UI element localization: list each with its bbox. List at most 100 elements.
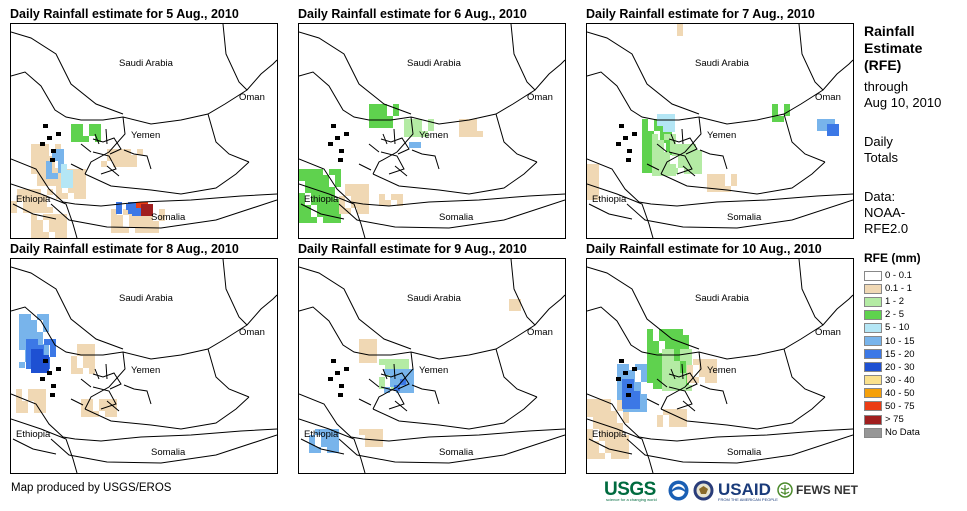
rainfall-cell [657, 415, 663, 421]
rainfall-cell [611, 411, 617, 417]
country-border [299, 266, 412, 350]
island-mark [623, 136, 628, 140]
rainfall-cell [617, 370, 623, 376]
rainfall-cell [711, 359, 717, 365]
rainfall-cell [29, 201, 35, 207]
rainfall-cell [668, 373, 674, 379]
rainfall-cell [678, 162, 684, 168]
rainfall-cell [111, 227, 117, 233]
country-label: Yemen [131, 130, 160, 141]
rainfall-cell [687, 371, 693, 377]
rainfall-cell [459, 125, 465, 131]
title-line: (RFE) [864, 57, 902, 73]
rainfall-cell [690, 156, 696, 162]
rainfall-cell [23, 195, 29, 201]
rainfall-cell [365, 351, 371, 357]
legend-swatch [864, 270, 882, 281]
rainfall-cell [652, 152, 658, 158]
legend-label: 2 - 5 [885, 309, 905, 321]
rainfall-cell [641, 394, 647, 400]
country-border [668, 372, 698, 390]
rainfall-cell [37, 338, 43, 344]
rainfall-cell [129, 215, 135, 221]
rainfall-cell [34, 401, 40, 407]
rainfall-cell [593, 182, 599, 188]
rainfall-cell [705, 359, 711, 365]
legend-item: No Data [864, 426, 920, 439]
usaid-logo: USAID [718, 480, 771, 499]
rainfall-cell [647, 353, 653, 359]
rainfall-cell [622, 403, 628, 409]
rainfall-cell [599, 399, 605, 405]
rainfall-cell [784, 110, 790, 116]
map-canvas: Saudi Arabia Oman Yemen Ethiopia Somalia [11, 24, 277, 238]
rainfall-cell [34, 407, 40, 413]
legend-label: 0.1 - 1 [885, 283, 912, 295]
rainfall-cell [363, 184, 369, 190]
island-mark [632, 367, 637, 371]
rainfall-cell [329, 193, 335, 199]
rainfall-cell [668, 379, 674, 385]
rainfall-cell [335, 181, 341, 187]
rainfall-cell [371, 429, 377, 435]
rainfall-cell [74, 169, 80, 175]
rainfall-cell [662, 367, 668, 373]
rainfall-cell [311, 175, 317, 181]
rainfall-cell [317, 175, 323, 181]
rainfall-cell [381, 104, 387, 110]
rainfall-cell [593, 188, 599, 194]
rainfall-cell [599, 435, 605, 441]
rainfall-cell [471, 119, 477, 125]
rainfall-cell [327, 435, 333, 441]
legend-title: RFE (mm) [864, 251, 921, 265]
rainfall-cell [587, 441, 593, 447]
rainfall-cell [305, 217, 311, 223]
data-source: NOAA- [864, 205, 906, 220]
country-label: Oman [527, 327, 553, 338]
rainfall-cell [74, 181, 80, 187]
rainfall-cell [335, 169, 341, 175]
rainfall-cell [37, 361, 43, 367]
rainfall-map: Saudi Arabia Oman Yemen Ethiopia Somalia [298, 23, 566, 239]
country-border [380, 151, 405, 175]
rainfall-cell [327, 429, 333, 435]
rainfall-cell [587, 405, 593, 411]
rainfall-cell [46, 167, 52, 173]
rainfall-cell [41, 195, 47, 201]
rainfall-cell [131, 155, 137, 161]
rainfall-cell [77, 344, 83, 350]
rainfall-cell [833, 124, 839, 130]
sidebar-daily: Daily Totals [864, 134, 898, 166]
rainfall-cell [681, 409, 687, 415]
rainfall-cell [351, 184, 357, 190]
country-border [84, 351, 126, 410]
rainfall-cell [49, 226, 55, 232]
rainfall-cell [81, 411, 87, 417]
rainfall-cell [43, 344, 49, 350]
rainfall-cell [111, 215, 117, 221]
rainfall-cell [617, 429, 623, 435]
rainfall-cell [465, 131, 471, 137]
country-label: Somalia [151, 447, 186, 458]
rainfall-cell [593, 447, 599, 453]
rainfall-cell [391, 359, 397, 365]
legend-item: 50 - 75 [864, 400, 920, 413]
country-label: Saudi Arabia [695, 58, 750, 69]
rainfall-cell [25, 320, 31, 326]
noaa-seal-icon [668, 480, 689, 501]
legend-item: 10 - 15 [864, 334, 920, 347]
rainfall-cell [731, 180, 737, 186]
country-border [372, 116, 414, 175]
rainfall-cell [675, 409, 681, 415]
rainfall-cell [375, 104, 381, 110]
rainfall-cell [37, 150, 43, 156]
rainfall-cell [25, 314, 31, 320]
rainfall-cell [147, 227, 153, 233]
rainfall-cell [345, 190, 351, 196]
rainfall-cell [617, 382, 623, 388]
rainfall-cell [31, 168, 37, 174]
rainfall-cell [653, 365, 659, 371]
island-mark [47, 136, 52, 140]
rainfall-cell [509, 299, 515, 305]
rainfall-cell [668, 349, 674, 355]
